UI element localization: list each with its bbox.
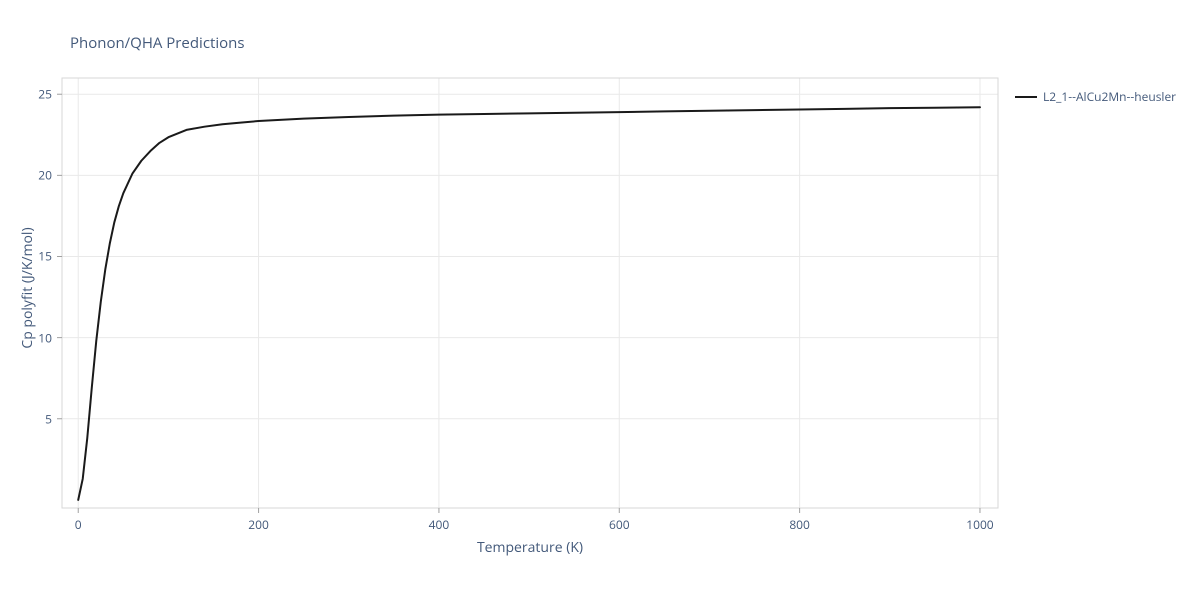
legend: L2_1--AlCu2Mn--heusler xyxy=(1015,88,1176,105)
x-axis-label: Temperature (K) xyxy=(470,538,590,557)
chart-title: Phonon/QHA Predictions xyxy=(70,33,245,53)
plot-area xyxy=(42,58,1018,528)
y-tick-label: 5 xyxy=(22,410,52,427)
y-tick-label: 25 xyxy=(22,86,52,103)
x-tick-label: 1000 xyxy=(966,516,993,533)
y-tick-label: 15 xyxy=(22,248,52,265)
legend-swatch xyxy=(1015,96,1037,98)
y-tick-label: 20 xyxy=(22,167,52,184)
x-tick-label: 800 xyxy=(789,516,810,533)
x-tick-label: 0 xyxy=(75,516,82,533)
x-tick-label: 400 xyxy=(429,516,450,533)
legend-label: L2_1--AlCu2Mn--heusler xyxy=(1043,88,1176,105)
x-tick-label: 600 xyxy=(609,516,630,533)
x-tick-label: 200 xyxy=(248,516,269,533)
chart-container: Phonon/QHA Predictions Temperature (K) C… xyxy=(0,0,1200,600)
y-tick-label: 10 xyxy=(22,329,52,346)
